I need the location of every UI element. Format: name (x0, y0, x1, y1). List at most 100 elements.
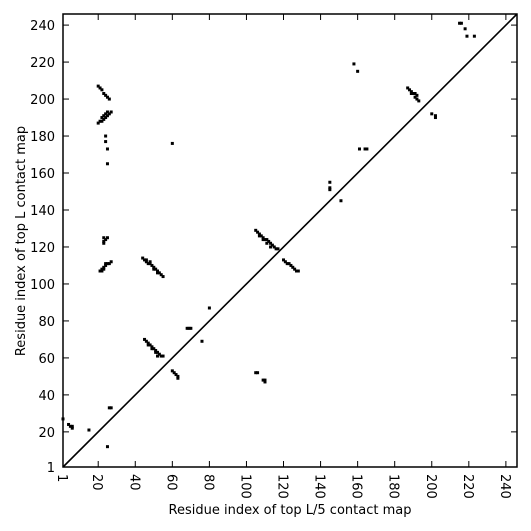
contact-point (408, 88, 412, 92)
contact-point (143, 337, 147, 341)
contact-point (105, 147, 109, 151)
y-axis-label: Residue index of top L contact map (14, 126, 29, 356)
contact-point (98, 86, 102, 90)
contact-point (150, 345, 154, 349)
contact-point (282, 258, 286, 262)
contact-point (148, 343, 152, 347)
contact-point (463, 27, 467, 31)
contact-point (269, 241, 273, 245)
contact-point (102, 117, 106, 121)
x-tick-label: 80 (200, 474, 215, 491)
contact-point (289, 263, 293, 267)
x-tick-label: 60 (163, 474, 178, 491)
contact-point (157, 271, 161, 275)
contact-point (161, 354, 165, 358)
contact-point (105, 236, 109, 240)
y-tick-label: 200 (30, 93, 55, 108)
contact-point (200, 339, 204, 343)
contact-point (148, 260, 152, 264)
contact-point (189, 326, 193, 330)
contact-point (272, 245, 276, 249)
contact-point (285, 262, 289, 266)
contact-point (254, 228, 258, 232)
y-tick-label: 140 (30, 204, 55, 219)
contact-point (154, 349, 158, 353)
contact-point (352, 62, 356, 66)
contact-point (174, 373, 178, 377)
x-tick-label: 160 (349, 474, 364, 499)
contact-point (207, 306, 211, 310)
contact-point (104, 112, 108, 116)
contact-point (263, 238, 267, 242)
contact-point (109, 260, 113, 264)
contact-point (287, 262, 291, 266)
contact-point (294, 269, 298, 273)
contact-point (415, 93, 419, 97)
contact-point (187, 326, 191, 330)
contact-point (105, 95, 109, 99)
contact-point (98, 269, 102, 273)
contact-point (105, 162, 109, 166)
contact-point (70, 426, 74, 430)
contact-point (146, 343, 150, 347)
x-tick-label: 140 (312, 474, 327, 499)
x-tick-label: 20 (89, 474, 104, 491)
contact-point (459, 21, 463, 25)
contact-point (274, 247, 278, 251)
contact-point (293, 267, 297, 271)
plot-frame (62, 13, 518, 468)
contact-point (100, 116, 104, 120)
contact-point (328, 180, 332, 184)
contact-point (356, 69, 360, 73)
contact-point (150, 263, 154, 267)
contact-point (415, 97, 419, 101)
contact-point (109, 406, 113, 410)
contact-point (430, 112, 434, 116)
contact-point (107, 406, 111, 410)
x-tick-label: 200 (423, 474, 438, 499)
x-tick-label: 180 (386, 474, 401, 499)
contact-point (144, 339, 148, 343)
y-tick-label: 180 (30, 130, 55, 145)
contact-point (413, 92, 417, 96)
contact-point (144, 258, 148, 262)
contact-point (144, 260, 148, 264)
y-tick-label: 240 (30, 19, 55, 34)
contact-point (100, 88, 104, 92)
contact-point (161, 275, 165, 279)
contact-point (96, 84, 100, 88)
contact-point (141, 256, 145, 260)
contact-point (156, 354, 160, 358)
contact-point (107, 262, 111, 266)
contact-point (472, 34, 476, 38)
contact-point (365, 147, 369, 151)
contact-point (152, 347, 156, 351)
y-tick-label: 40 (38, 389, 55, 404)
x-tick-label: 220 (460, 474, 475, 499)
contact-point (159, 273, 163, 277)
contact-point (109, 110, 113, 114)
contact-point (68, 424, 72, 428)
contact-point (100, 269, 104, 273)
contact-point (417, 99, 421, 103)
contact-point (70, 424, 74, 428)
contact-point (148, 262, 152, 266)
contact-point (152, 267, 156, 271)
contact-point (104, 238, 108, 242)
contact-point (176, 376, 180, 380)
contact-point (283, 260, 287, 264)
contact-point (256, 230, 260, 234)
y-tick-label: 100 (30, 278, 55, 293)
contact-point (363, 147, 367, 151)
contact-point (265, 241, 269, 245)
contact-point (105, 110, 109, 114)
contact-point (357, 147, 361, 151)
contact-point (102, 265, 106, 269)
contact-point (185, 326, 189, 330)
contact-point (157, 352, 161, 356)
y-tick-label: 60 (38, 352, 55, 367)
x-tick-label: 240 (497, 474, 512, 499)
contact-point (270, 243, 274, 247)
contact-point (291, 265, 295, 269)
y-tick-label: 220 (30, 56, 55, 71)
